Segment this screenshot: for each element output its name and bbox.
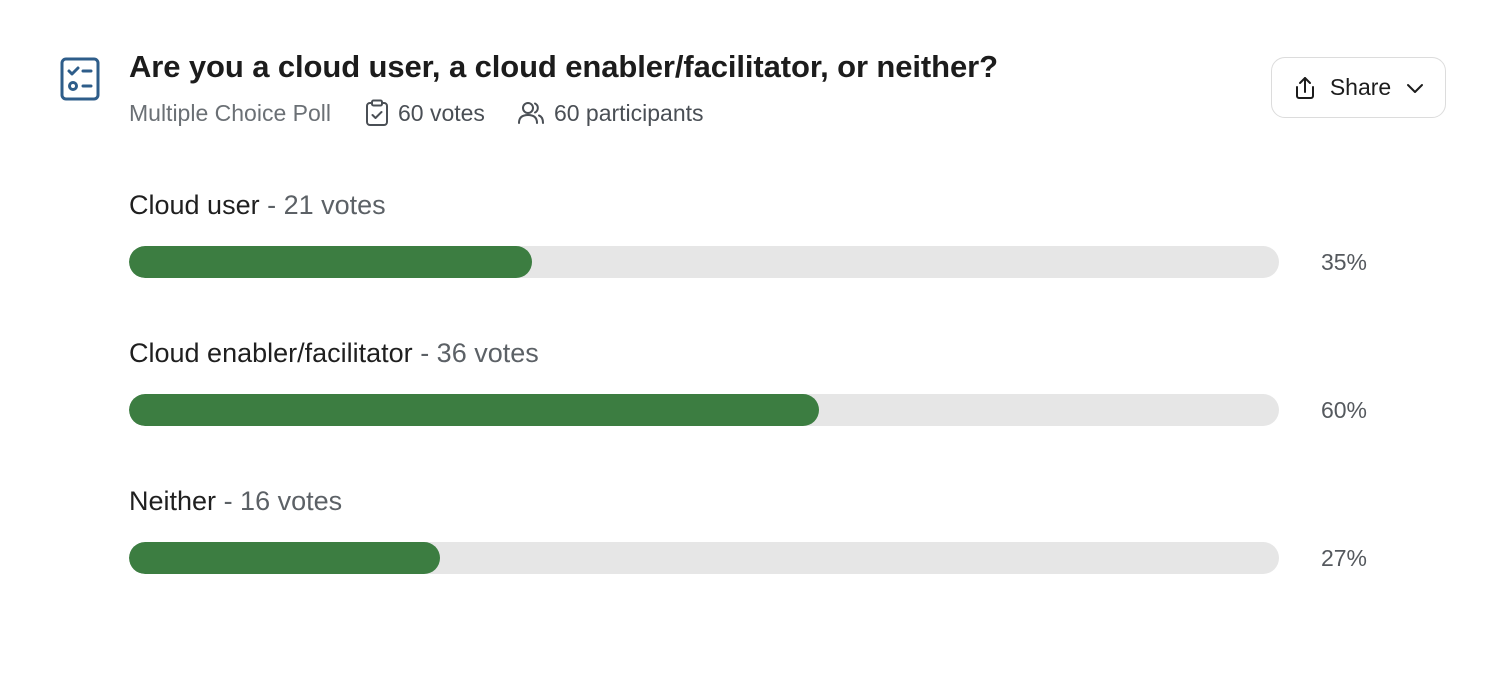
clipboard-check-icon bbox=[365, 99, 388, 126]
chevron-down-icon bbox=[1407, 83, 1424, 93]
result-bar-track bbox=[129, 394, 1279, 426]
result-bar-track bbox=[129, 542, 1279, 574]
poll-option: Cloud user - 21 votes 35% bbox=[129, 186, 1389, 334]
poll-question: Are you a cloud user, a cloud enabler/fa… bbox=[129, 49, 998, 84]
option-label: Cloud user - 21 votes bbox=[129, 186, 1389, 224]
votes-label: 60 votes bbox=[397, 99, 485, 126]
poll-meta: Multiple Choice Poll 60 votes 60 partici… bbox=[129, 99, 998, 127]
participants-count: 60 participants bbox=[517, 100, 704, 127]
checklist-icon bbox=[60, 57, 100, 101]
poll-header: Are you a cloud user, a cloud enabler/fa… bbox=[129, 47, 998, 127]
votes-count: 60 votes bbox=[365, 99, 485, 127]
option-votes: - 21 votes bbox=[267, 190, 386, 220]
option-name: Cloud enabler/facilitator bbox=[129, 338, 413, 368]
option-label: Neither - 16 votes bbox=[129, 482, 1389, 520]
option-percent: 60% bbox=[1320, 397, 1367, 423]
option-name: Cloud user bbox=[129, 190, 260, 220]
share-label: Share bbox=[1329, 74, 1392, 100]
poll-options: Cloud user - 21 votes 35% Cloud enabler/… bbox=[129, 186, 1389, 630]
option-name: Neither bbox=[129, 486, 217, 516]
share-button[interactable]: Share bbox=[1271, 57, 1446, 118]
participants-label: 60 participants bbox=[553, 99, 704, 126]
upload-share-icon bbox=[1295, 76, 1314, 99]
poll-type: Multiple Choice Poll bbox=[129, 99, 331, 126]
option-percent: 27% bbox=[1320, 545, 1367, 571]
option-votes: - 16 votes bbox=[223, 486, 343, 516]
result-bar-fill bbox=[129, 394, 819, 426]
result-bar-track bbox=[129, 246, 1279, 278]
users-icon bbox=[517, 102, 544, 124]
result-bar-fill bbox=[129, 246, 532, 278]
result-bar-fill bbox=[129, 542, 440, 574]
option-label: Cloud enabler/facilitator - 36 votes bbox=[129, 334, 1389, 372]
poll-option: Cloud enabler/facilitator - 36 votes 60% bbox=[129, 334, 1389, 482]
poll-option: Neither - 16 votes 27% bbox=[129, 482, 1389, 630]
option-percent: 35% bbox=[1320, 249, 1367, 275]
option-votes: - 36 votes bbox=[420, 338, 539, 368]
